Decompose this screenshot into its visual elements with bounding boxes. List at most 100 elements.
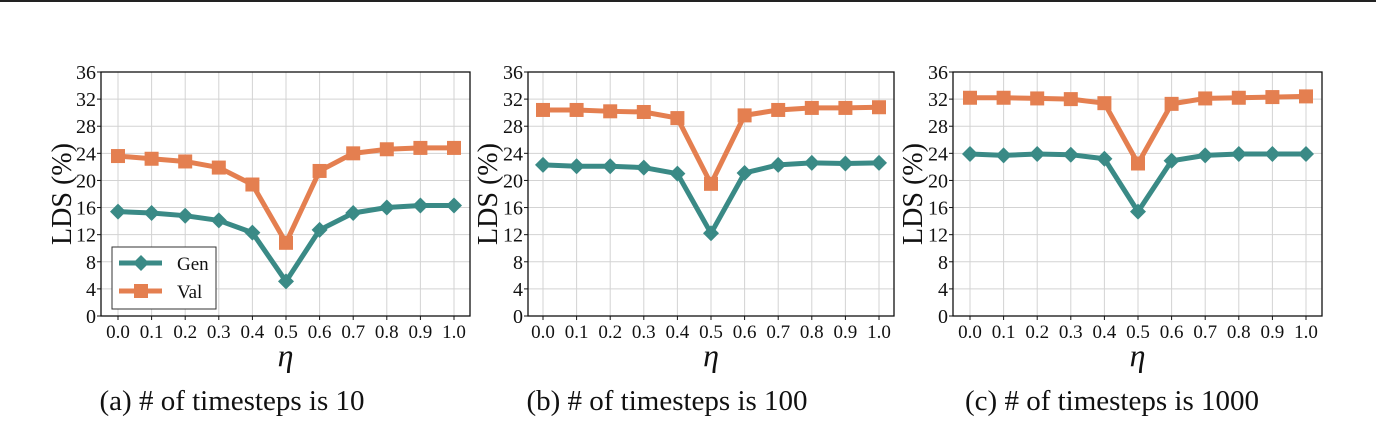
square-marker	[670, 111, 685, 126]
svg-text:0.0: 0.0	[106, 322, 130, 343]
svg-text:16: 16	[76, 198, 96, 220]
diamond-marker	[568, 158, 585, 175]
diamond-marker	[1197, 147, 1214, 164]
svg-text:36: 36	[503, 62, 523, 84]
diamond-marker	[803, 154, 820, 171]
diamond-marker	[535, 156, 551, 173]
x-axis-label: η	[278, 337, 294, 373]
svg-text:12: 12	[928, 225, 948, 247]
diamond-marker	[1062, 146, 1079, 163]
svg-text:12: 12	[76, 225, 96, 247]
svg-text:0.0: 0.0	[958, 322, 982, 343]
diamond-marker	[446, 197, 462, 214]
svg-text:8: 8	[513, 252, 523, 274]
svg-text:0.0: 0.0	[531, 322, 555, 343]
svg-text:0.8: 0.8	[1227, 322, 1251, 343]
diamond-marker	[635, 159, 652, 176]
svg-text:0: 0	[86, 306, 96, 328]
diamond-marker	[311, 221, 328, 238]
caption-b: (b) # of timesteps is 100	[526, 385, 808, 417]
diamond-marker	[110, 203, 126, 220]
diamond-marker	[378, 199, 395, 216]
svg-text:0.5: 0.5	[274, 322, 298, 343]
svg-text:1.0: 1.0	[867, 322, 891, 343]
svg-text:4: 4	[938, 279, 948, 301]
diamond-marker	[995, 147, 1012, 164]
square-marker	[1063, 92, 1078, 107]
svg-text:0.1: 0.1	[140, 322, 164, 343]
legend-label-gen: Gen	[177, 254, 209, 275]
svg-text:0.7: 0.7	[341, 322, 365, 343]
svg-text:8: 8	[938, 252, 948, 274]
svg-text:0: 0	[513, 306, 523, 328]
svg-text:0.6: 0.6	[733, 322, 757, 343]
gridlines	[953, 71, 1322, 317]
square-marker	[636, 104, 651, 119]
square-marker	[1265, 90, 1280, 105]
svg-text:32: 32	[928, 89, 948, 111]
y-tick-labels: 0 4 8 12 16 20 24 28 32 36	[503, 62, 528, 328]
diamond-marker	[1298, 146, 1314, 163]
square-marker	[413, 140, 428, 155]
diamond-marker	[602, 158, 619, 175]
diamond-marker	[669, 165, 686, 182]
square-marker	[346, 146, 361, 161]
caption-a: (a) # of timesteps is 10	[99, 385, 365, 417]
svg-text:0.4: 0.4	[1093, 322, 1117, 343]
svg-text:0.1: 0.1	[992, 322, 1016, 343]
diamond-marker	[1096, 150, 1113, 167]
svg-text:20: 20	[76, 170, 96, 192]
svg-text:20: 20	[503, 170, 523, 192]
square-marker	[1097, 96, 1112, 111]
square-marker	[996, 90, 1011, 105]
square-marker	[1030, 91, 1045, 106]
diamond-marker	[703, 225, 719, 242]
svg-text:28: 28	[76, 116, 96, 138]
x-axis-label: η	[1130, 337, 1146, 373]
svg-text:0.3: 0.3	[632, 322, 656, 343]
y-axis-label: LDS (%)	[898, 143, 929, 245]
svg-text:0.9: 0.9	[409, 322, 433, 343]
svg-text:28: 28	[503, 116, 523, 138]
square-marker	[1131, 156, 1145, 171]
svg-text:0.9: 0.9	[834, 322, 858, 343]
x-tick-labels: 0.0 0.1 0.2 0.3 0.4 0.5 0.6 0.7 0.8 0.9 1.0	[958, 316, 1318, 343]
svg-text:0.8: 0.8	[800, 322, 824, 343]
square-marker	[379, 142, 394, 157]
y-tick-labels: 0 4 8 12 16 20 24 28 32 36	[76, 62, 101, 328]
square-marker	[111, 149, 125, 164]
series-gen	[962, 146, 1314, 220]
svg-text:16: 16	[928, 198, 948, 220]
series-val	[111, 140, 461, 250]
square-marker	[312, 163, 327, 178]
svg-text:0: 0	[938, 306, 948, 328]
diamond-marker	[278, 273, 294, 290]
svg-text:36: 36	[928, 62, 948, 84]
top-rule	[0, 0, 1376, 2]
svg-text:1.0: 1.0	[1294, 322, 1318, 343]
svg-text:28: 28	[928, 116, 948, 138]
diamond-marker	[177, 207, 194, 224]
svg-text:8: 8	[86, 252, 96, 274]
diamond-marker	[244, 224, 261, 241]
square-marker	[1164, 96, 1179, 111]
square-marker	[872, 100, 886, 115]
svg-text:36: 36	[76, 62, 96, 84]
x-axis-label: η	[703, 337, 719, 373]
y-tick-labels: 0 4 8 12 16 20 24 28 32 36	[928, 62, 953, 328]
svg-text:4: 4	[86, 279, 96, 301]
square-marker	[245, 177, 260, 192]
svg-text:4: 4	[513, 279, 523, 301]
y-axis-label: LDS (%)	[47, 143, 78, 245]
series-val	[536, 100, 886, 191]
square-marker	[144, 151, 159, 166]
x-tick-labels: 0.0 0.1 0.2 0.3 0.4 0.5 0.6 0.7 0.8 0.9 1.0	[106, 316, 466, 343]
square-marker	[279, 235, 293, 250]
svg-text:0.4: 0.4	[666, 322, 690, 343]
series-gen	[535, 154, 887, 242]
legend-label-val: Val	[177, 282, 202, 303]
square-marker	[963, 90, 977, 105]
svg-text:0.2: 0.2	[598, 322, 622, 343]
series-gen	[110, 197, 462, 290]
